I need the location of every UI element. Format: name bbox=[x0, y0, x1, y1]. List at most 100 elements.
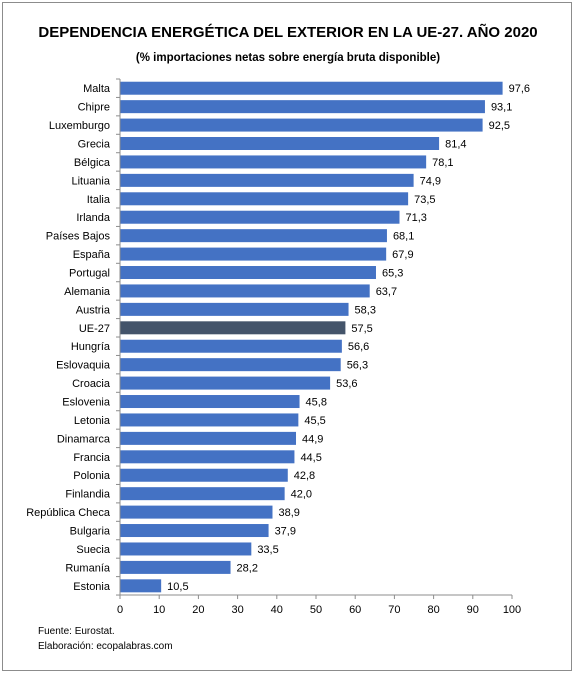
bar bbox=[120, 155, 427, 169]
data-label: 63,7 bbox=[376, 286, 397, 298]
data-label: 33,5 bbox=[257, 544, 278, 556]
data-label: 65,3 bbox=[382, 268, 403, 280]
data-label: 53,6 bbox=[336, 378, 357, 390]
bar bbox=[120, 450, 295, 464]
data-label: 97,6 bbox=[509, 83, 530, 95]
bar bbox=[120, 560, 231, 574]
data-label: 42,0 bbox=[291, 489, 312, 501]
bar bbox=[120, 284, 370, 298]
category-label: Bulgaria bbox=[70, 526, 111, 538]
x-tick-label: 0 bbox=[117, 604, 123, 616]
bar bbox=[120, 431, 297, 445]
category-label: Malta bbox=[83, 83, 111, 95]
category-label: Dinamarca bbox=[57, 433, 111, 445]
x-tick-label: 20 bbox=[192, 604, 204, 616]
category-label: Grecia bbox=[78, 139, 111, 151]
x-tick-label: 10 bbox=[153, 604, 165, 616]
category-label: Hungría bbox=[71, 341, 111, 353]
data-label: 28,2 bbox=[237, 562, 258, 574]
bar bbox=[120, 210, 400, 224]
data-label: 58,3 bbox=[355, 304, 376, 316]
category-label: Letonia bbox=[74, 415, 111, 427]
x-tick-label: 70 bbox=[388, 604, 400, 616]
data-label: 81,4 bbox=[445, 139, 466, 151]
data-label: 45,8 bbox=[306, 397, 327, 409]
chart-title: DEPENDENCIA ENERGÉTICA DEL EXTERIOR EN L… bbox=[38, 24, 538, 41]
category-label: Italia bbox=[87, 194, 111, 206]
bar bbox=[120, 579, 162, 593]
category-label: Francia bbox=[73, 452, 111, 464]
bar bbox=[120, 266, 376, 280]
x-tick-label: 30 bbox=[231, 604, 243, 616]
bar bbox=[120, 395, 300, 409]
category-label: República Checa bbox=[26, 507, 111, 519]
data-label: 10,5 bbox=[167, 581, 188, 593]
data-label: 42,8 bbox=[294, 470, 315, 482]
category-label: Polonia bbox=[73, 470, 111, 482]
x-tick-label: 100 bbox=[503, 604, 521, 616]
category-label: Eslovaquia bbox=[56, 360, 111, 372]
data-label: 56,3 bbox=[347, 360, 368, 372]
category-label: Croacia bbox=[72, 378, 111, 390]
category-label: España bbox=[73, 249, 111, 261]
data-label: 93,1 bbox=[491, 102, 512, 114]
bar bbox=[120, 137, 440, 150]
bar bbox=[120, 468, 288, 482]
bar bbox=[120, 173, 414, 187]
category-label: Austria bbox=[76, 304, 111, 316]
bar bbox=[120, 487, 285, 501]
footer-credit: Elaboración: ecopalabras.com bbox=[38, 641, 173, 652]
bar bbox=[120, 321, 346, 335]
category-label: Rumanía bbox=[65, 562, 111, 574]
data-label: 92,5 bbox=[489, 120, 510, 132]
category-label: Lituania bbox=[71, 175, 110, 187]
data-label: 78,1 bbox=[432, 157, 453, 169]
bar bbox=[120, 302, 349, 316]
data-label: 44,9 bbox=[302, 433, 323, 445]
data-label: 45,5 bbox=[304, 415, 325, 427]
bar bbox=[120, 192, 409, 206]
category-label: UE-27 bbox=[79, 323, 110, 335]
x-tick-label: 90 bbox=[467, 604, 479, 616]
data-label: 56,6 bbox=[348, 341, 369, 353]
category-label: Finlandia bbox=[65, 489, 111, 501]
category-label: Portugal bbox=[69, 268, 110, 280]
chart-subtitle: (% importaciones netas sobre energía bru… bbox=[135, 52, 441, 64]
bar bbox=[120, 118, 483, 132]
bar bbox=[120, 542, 252, 556]
data-label: 71,3 bbox=[406, 212, 427, 224]
bar bbox=[120, 229, 387, 243]
category-label: Bélgica bbox=[74, 157, 111, 169]
data-label: 73,5 bbox=[414, 194, 435, 206]
x-tick-label: 80 bbox=[427, 604, 439, 616]
data-label: 57,5 bbox=[351, 323, 372, 335]
bar bbox=[120, 81, 503, 95]
bar bbox=[120, 358, 341, 372]
bar bbox=[120, 376, 331, 390]
data-label: 38,9 bbox=[278, 507, 299, 519]
bar bbox=[120, 505, 273, 519]
data-label: 67,9 bbox=[392, 249, 413, 261]
category-label: Luxemburgo bbox=[49, 120, 110, 132]
bar bbox=[120, 100, 485, 114]
category-label: Irlanda bbox=[76, 212, 111, 224]
category-label: Estonia bbox=[73, 581, 111, 593]
x-tick-label: 40 bbox=[271, 604, 283, 616]
x-tick-label: 60 bbox=[349, 604, 361, 616]
category-label: Suecia bbox=[76, 544, 111, 556]
bar bbox=[120, 339, 342, 353]
data-label: 68,1 bbox=[393, 231, 414, 243]
footer-source: Fuente: Eurostat. bbox=[38, 626, 115, 637]
data-label: 44,5 bbox=[300, 452, 321, 464]
category-label: Países Bajos bbox=[46, 231, 111, 243]
data-label: 37,9 bbox=[275, 526, 296, 538]
category-label: Eslovenia bbox=[62, 397, 111, 409]
bar bbox=[120, 247, 387, 261]
data-label: 74,9 bbox=[420, 175, 441, 187]
category-label: Alemania bbox=[64, 286, 111, 298]
bar bbox=[120, 413, 299, 427]
bar bbox=[120, 524, 269, 538]
x-tick-label: 50 bbox=[310, 604, 322, 616]
